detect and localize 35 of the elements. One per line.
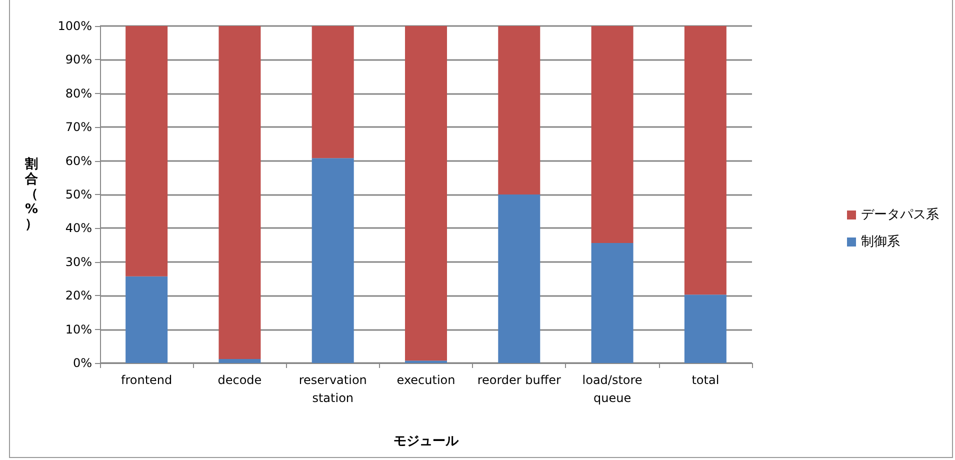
legend-label: 制御系 — [861, 234, 900, 250]
y-tick-label: 50% — [65, 188, 92, 202]
bar — [218, 358, 261, 363]
y-tick-label: 60% — [65, 154, 92, 168]
y-tick-label: 80% — [65, 86, 92, 100]
x-tick-label: total — [692, 373, 720, 387]
y-tick-label: 20% — [65, 288, 92, 303]
bar — [591, 26, 634, 244]
x-tick-label: reservation station — [298, 373, 367, 405]
bar — [405, 26, 447, 361]
y-tick-label: 30% — [65, 254, 92, 269]
x-tick-label: reorder buffer — [477, 373, 562, 387]
x-tick-label: frontend — [120, 373, 172, 387]
y-tick-label: 90% — [65, 52, 92, 67]
bar — [312, 26, 354, 158]
y-tick-label: 0% — [72, 356, 92, 370]
y-axis-title: 割合（%） — [24, 156, 38, 232]
bar — [498, 26, 540, 194]
y-tick-label: 40% — [65, 221, 92, 236]
bar — [684, 294, 726, 363]
y-tick-label: 10% — [65, 322, 92, 336]
x-axis-title: モジュール — [394, 434, 460, 449]
bar — [684, 26, 726, 295]
legend-label: データパス系 — [861, 208, 939, 222]
x-tick-label: execution — [396, 373, 456, 387]
y-tick-label: 100% — [58, 19, 92, 33]
x-tick-label: load/store queue — [582, 373, 642, 405]
bar — [126, 276, 168, 363]
x-tick-label: decode — [218, 373, 262, 387]
bar — [126, 26, 168, 276]
bar — [312, 158, 354, 363]
bar — [498, 194, 540, 363]
bar — [218, 26, 261, 359]
y-tick-label: 70% — [65, 120, 92, 134]
bar — [591, 243, 634, 363]
